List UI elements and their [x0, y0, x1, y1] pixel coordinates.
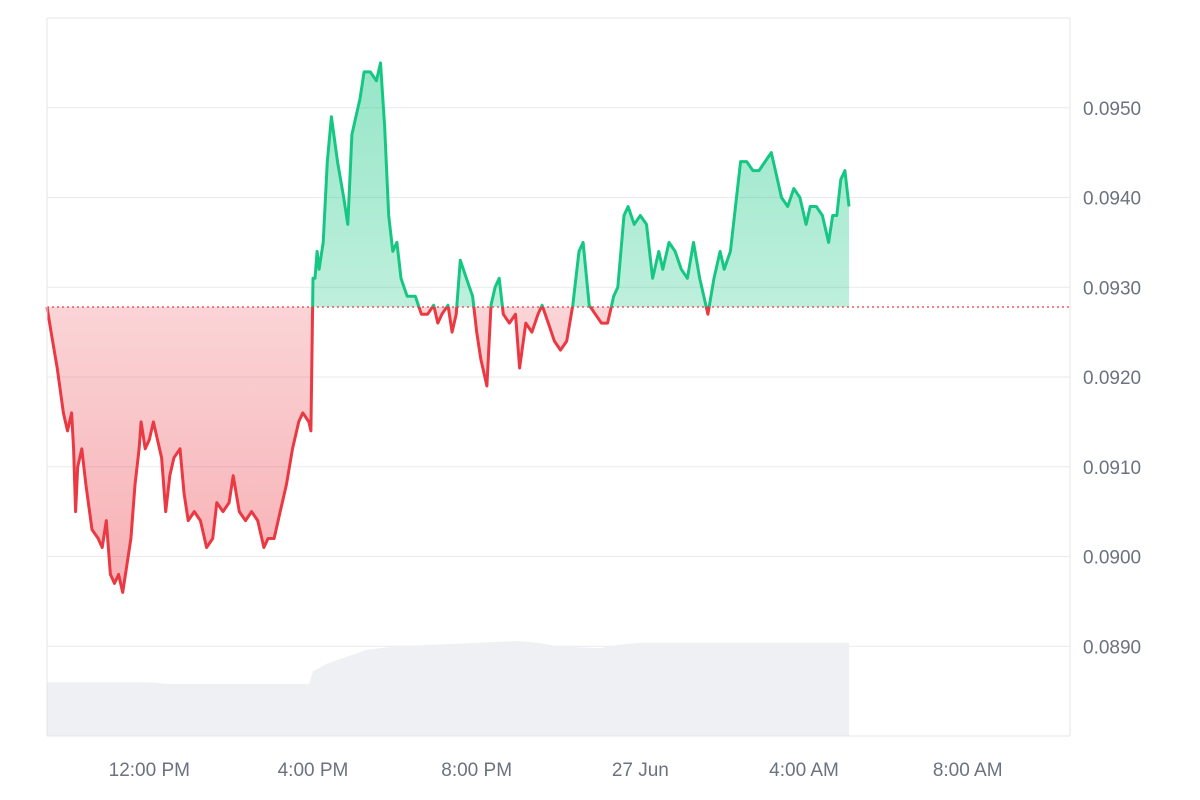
y-tick-label: 0.0930	[1083, 278, 1141, 299]
line-layer	[45, 61, 1070, 594]
volume-layer	[47, 641, 849, 736]
y-tick-label: 0.0900	[1083, 548, 1141, 569]
x-axis: 12:00 PM 4:00 PM 8:00 PM 27 Jun 4:00 AM 8:00 …	[109, 760, 1003, 781]
x-tick-label: 4:00 AM	[769, 760, 839, 781]
x-tick-label: 8:00 PM	[441, 760, 512, 781]
x-tick-label: 27 Jun	[612, 760, 669, 781]
y-tick-label: 0.0950	[1083, 99, 1141, 120]
x-tick-label: 12:00 PM	[109, 760, 190, 781]
y-axis: 0.0890 0.0900 0.0910 0.0920 0.0930 0.0940 0.09…	[1083, 99, 1141, 659]
x-tick-label: 8:00 AM	[933, 760, 1003, 781]
volume-area	[47, 641, 849, 736]
y-tick-label: 0.0890	[1083, 637, 1141, 658]
price-line-down	[45, 306, 711, 594]
x-tick-label: 4:00 PM	[278, 760, 349, 781]
price-area-down	[47, 306, 849, 593]
frame-layer	[46, 17, 1071, 737]
y-tick-label: 0.0940	[1083, 189, 1141, 210]
price-line-up	[47, 61, 851, 307]
area-layer	[47, 62, 849, 593]
price-area-up	[312, 62, 849, 307]
y-tick-label: 0.0910	[1083, 458, 1141, 479]
y-tick-label: 0.0920	[1083, 368, 1141, 389]
